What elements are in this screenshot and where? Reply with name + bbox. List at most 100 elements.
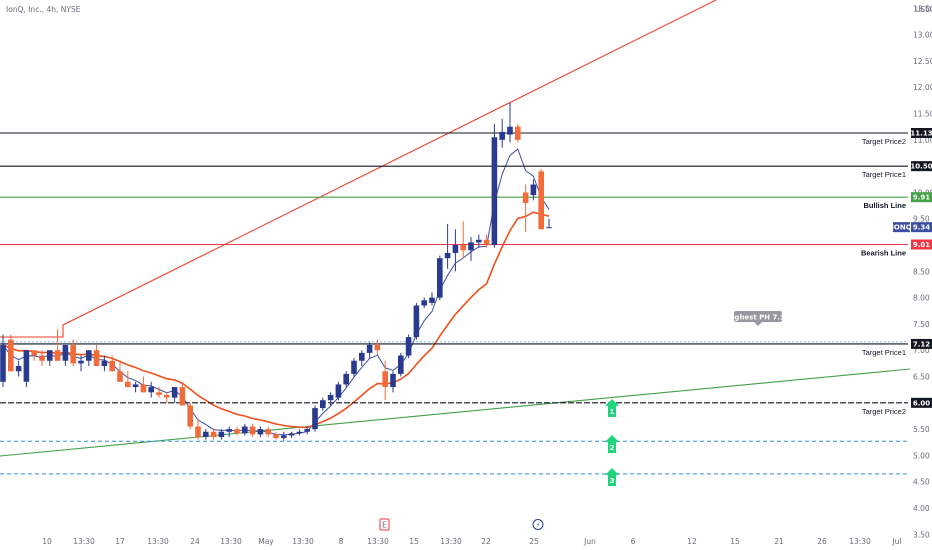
candle-body	[515, 126, 521, 140]
y-tick-label: 6.50	[913, 373, 930, 382]
candle-body	[265, 429, 271, 435]
y-tick-label: 3.50	[913, 530, 930, 539]
candle-body	[327, 394, 334, 401]
target-arrow-label: 3	[610, 477, 615, 485]
candle-body	[179, 387, 186, 406]
candle-body	[476, 239, 482, 243]
x-tick-label: 13:30	[440, 537, 462, 546]
price-level-tag	[911, 397, 932, 408]
y-tick-label: 4.50	[913, 478, 930, 487]
candle-body	[296, 431, 303, 434]
candle-body	[15, 366, 22, 372]
y-tick-label: 9.50	[913, 215, 930, 224]
highest-ph-label: Highest PH 7.35	[726, 314, 790, 322]
time-axis[interactable]: 10 13:30 17 13:30 24 13:30 May 13:30 8 13:30 15 13:…	[42, 518, 902, 546]
candle-body	[187, 405, 193, 427]
candle-body	[78, 360, 84, 364]
dividend-marker-label: ⚡	[535, 521, 540, 530]
y-tick-label: 12.50	[913, 57, 932, 66]
current-price-value: 9.34	[913, 224, 930, 232]
price-level-label: Target Price2	[862, 407, 906, 416]
candle-body	[31, 350, 37, 356]
highest-ph-badge-pointer	[754, 322, 762, 326]
price-level-tag-value: 7.12	[913, 340, 930, 348]
candle-body	[351, 360, 357, 374]
trendline-layer	[0, 0, 911, 457]
price-level-tag-value: 11.13	[910, 130, 932, 138]
price-level-layer: Target Price2 Target Price1 Bullish Line Be…	[0, 132, 908, 475]
price-level-label: Target Price2	[862, 137, 906, 146]
x-tick-label: 15	[730, 537, 740, 546]
price-level-tag	[911, 161, 932, 172]
price-level-label: Bullish Line	[863, 201, 906, 210]
candle-body	[125, 381, 131, 388]
x-tick-label: 13:30	[220, 537, 242, 546]
candle-body	[312, 408, 318, 430]
candle-body	[257, 429, 264, 435]
price-level-tag-value: 10.50	[910, 163, 932, 171]
candle-body	[452, 245, 459, 253]
candle-body	[405, 337, 412, 356]
x-tick-label: 13:30	[367, 537, 389, 546]
x-tick-label: Jun	[583, 537, 596, 546]
candle-body	[54, 350, 61, 361]
x-tick-label: 13:30	[73, 537, 95, 546]
candle-body	[288, 433, 295, 436]
candle-body	[8, 339, 14, 372]
candle-body	[242, 426, 248, 434]
candle-body	[109, 360, 115, 372]
x-tick-label: 13:30	[147, 537, 169, 546]
candle-body	[343, 373, 349, 385]
target-arrow-label: 2	[610, 444, 615, 452]
candle-body	[460, 245, 466, 251]
price-level-tag	[911, 338, 932, 349]
y-tick-label: 4.00	[913, 504, 930, 513]
x-tick-label: 8	[339, 537, 344, 546]
candle-body	[23, 350, 30, 382]
price-level-tag	[911, 192, 932, 203]
candle-body	[359, 352, 365, 361]
candle-body	[468, 242, 474, 251]
target-arrow-marker	[605, 468, 619, 486]
highest-ph-badge	[734, 311, 782, 322]
dividend-marker	[532, 519, 544, 530]
y-tick-label: 13.00	[913, 31, 932, 40]
candle-body	[538, 171, 544, 230]
candle-body	[382, 371, 388, 388]
candle-body	[507, 126, 513, 135]
candle-body	[86, 350, 92, 361]
price-level-label: Bearish Line	[861, 249, 906, 258]
y-tick-label: 13.50	[913, 4, 932, 13]
y-tick-label: 5.00	[913, 451, 930, 460]
y-tick-label: 11.00	[913, 136, 932, 145]
price-level-tag-value: 6.00	[913, 399, 930, 407]
candle-body	[281, 435, 287, 439]
target-arrow-marker	[605, 435, 619, 453]
candle-body	[546, 227, 552, 229]
x-tick-label: 26	[817, 537, 827, 546]
candle-body	[117, 371, 123, 382]
y-tick-label: 7.50	[913, 320, 930, 329]
candle-body	[218, 431, 225, 438]
candle-body	[148, 387, 154, 393]
candle-body	[429, 297, 435, 303]
y-tick-label: 7.00	[913, 346, 930, 355]
price-level-label: Target Price1	[862, 348, 906, 357]
candle-body	[156, 392, 162, 395]
candle-body	[70, 344, 76, 364]
y-tick-label: 5.50	[913, 425, 930, 434]
x-tick-label: 13:30	[292, 537, 314, 546]
candle-body	[437, 258, 443, 298]
x-tick-label: May	[258, 537, 274, 546]
candle-body	[203, 431, 209, 438]
candle-body	[421, 300, 427, 306]
price-axis[interactable]: 3.50 4.00 4.50 5.00 5.50 6.00 6.50 7.00 7.50 8.00…	[891, 0, 932, 539]
y-tick-label: 8.50	[913, 267, 930, 276]
candle-body	[93, 350, 100, 367]
price-level-label: Target Price1	[862, 170, 906, 179]
candle-body	[398, 355, 404, 374]
annotation-layer: Highest PH 7.35 1 2 3	[605, 311, 790, 486]
x-tick-label: 12	[687, 537, 697, 546]
support-trendline	[0, 368, 911, 457]
